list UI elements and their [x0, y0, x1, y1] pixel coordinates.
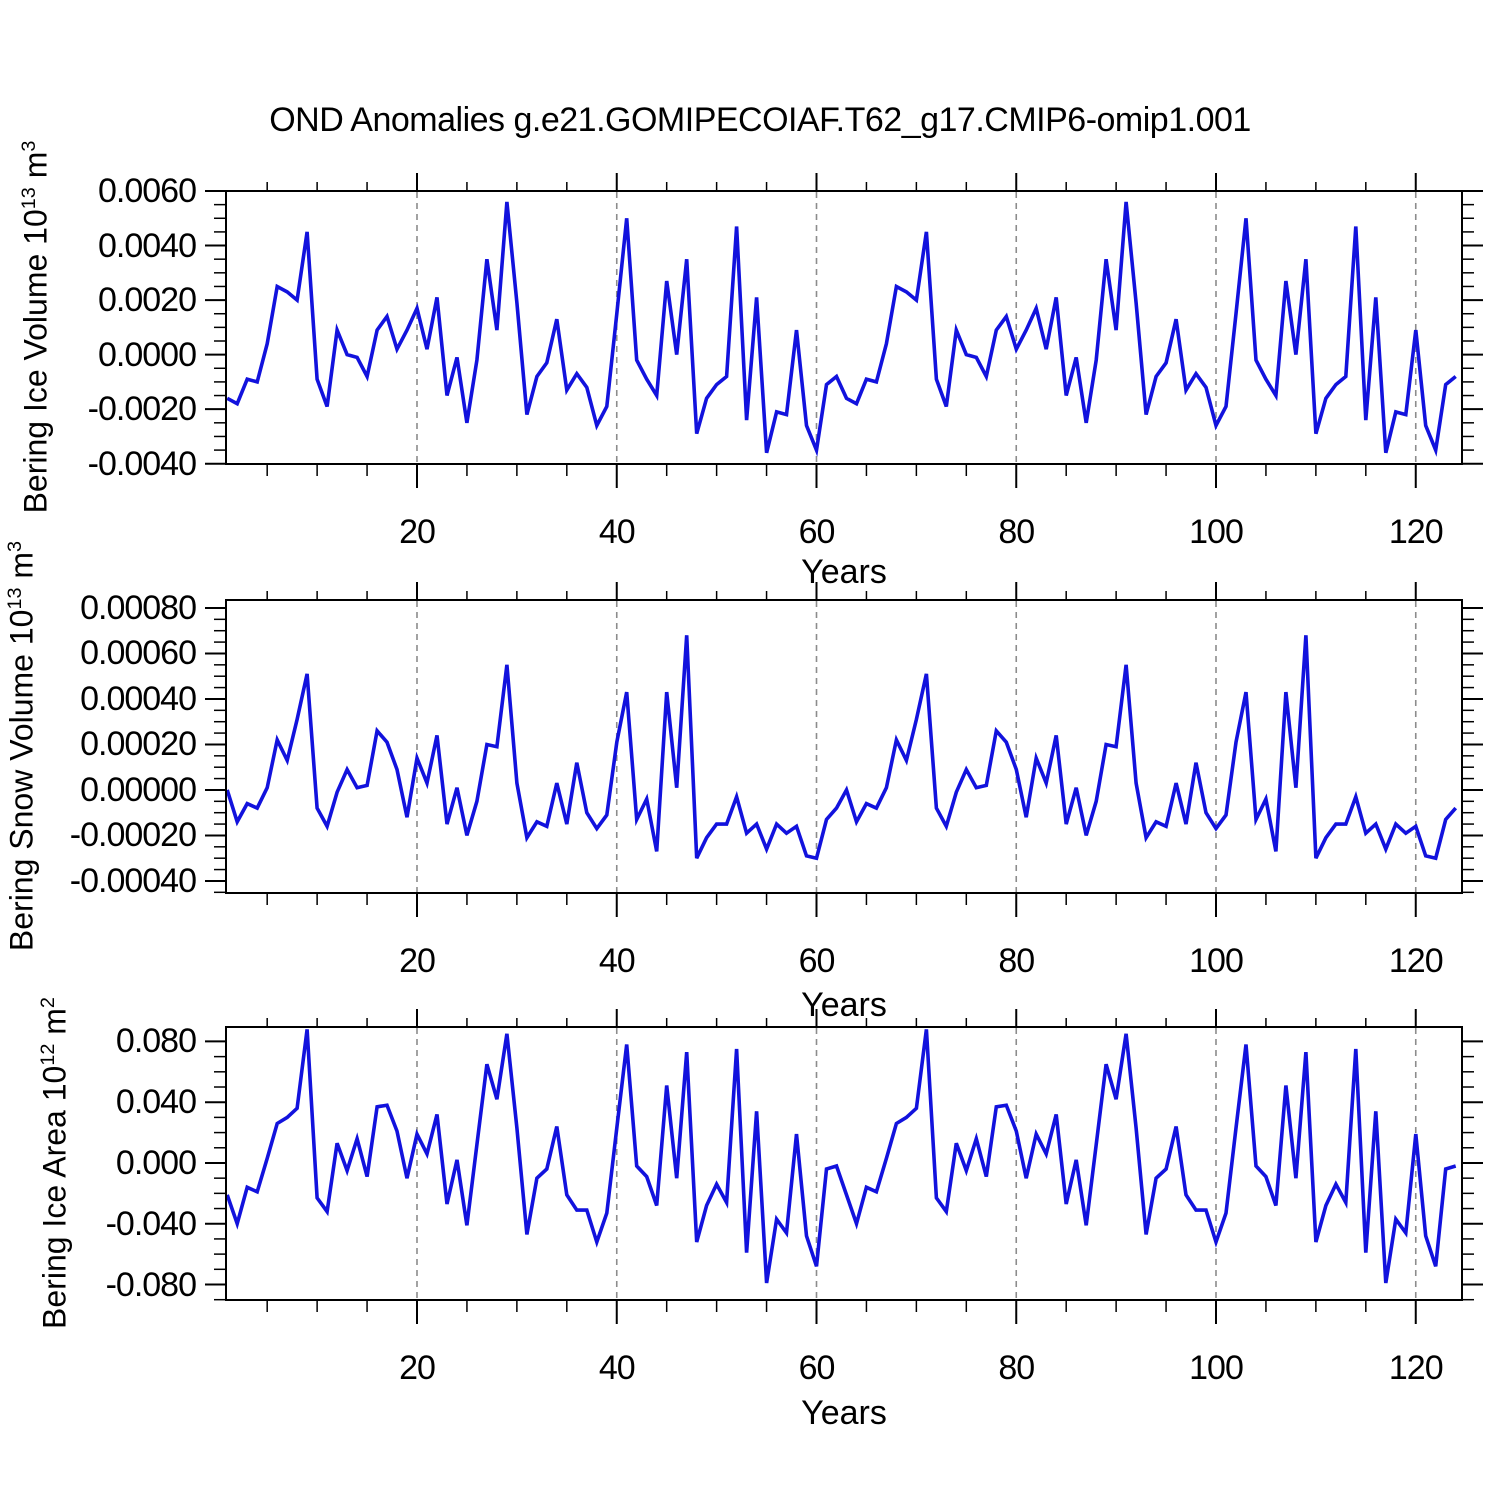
y-tick-label: 0.00060 [80, 634, 197, 673]
y-tick-label: -0.080 [105, 1265, 197, 1304]
x-tick-label: 80 [998, 942, 1035, 980]
x-tick-label: 80 [998, 1349, 1035, 1387]
y-tick-label: -0.0020 [87, 390, 197, 429]
y-tick-label: 0.0040 [98, 226, 197, 265]
y-tick-label: 0.00040 [80, 679, 197, 718]
x-tick-label: 40 [598, 513, 636, 551]
y-tick-label: -0.040 [105, 1204, 197, 1243]
y-tick-label: 0.00000 [80, 770, 197, 809]
y-tick-label: -0.0040 [87, 444, 197, 483]
data-line-bering-snow-volume [225, 635, 1458, 861]
y-tick-label: 0.000 [115, 1143, 197, 1182]
x-tick-label: 120 [1388, 513, 1444, 551]
x-axis-title-panel3: Years [801, 1394, 887, 1432]
unit-exponent: 3 [3, 540, 26, 552]
y-tick-label: 0.040 [115, 1083, 197, 1122]
page-title: OND Anomalies g.e21.GOMIPECOIAF.T62_g17.… [269, 101, 1251, 139]
data-line-bering-ice-volume [226, 201, 1457, 457]
unit-exponent: 2 [36, 997, 59, 1009]
x-tick-label: 20 [399, 513, 436, 551]
y-tick-label: 0.00080 [80, 588, 197, 627]
y-tick-label: -0.00040 [69, 861, 197, 900]
x-axis-title-panel2: Years [801, 986, 887, 1024]
panel-frame [225, 599, 1463, 894]
x-tick-label: 100 [1189, 942, 1244, 980]
x-tick-label: 100 [1189, 513, 1244, 551]
x-tick-label: 60 [798, 513, 836, 551]
x-tick-label: 60 [798, 942, 836, 980]
unit-exponent: 3 [17, 140, 40, 152]
x-tick-label: 120 [1388, 942, 1444, 980]
y-tick-label: 0.0060 [98, 172, 197, 210]
y-tick-label: 0.00020 [80, 725, 197, 764]
y-tick-label: 0.080 [115, 1022, 197, 1061]
data-line-bering-ice-area [225, 1029, 1457, 1284]
unit: m [3, 551, 40, 588]
panel-frame [225, 190, 1463, 465]
y-tick-label: 0.0020 [98, 281, 197, 320]
x-tick-label: 20 [399, 1349, 436, 1387]
x-tick-label: 120 [1388, 1349, 1444, 1387]
x-tick-label: 80 [998, 513, 1035, 551]
y-tick-label: 0.0000 [98, 335, 197, 374]
x-tick-label: 100 [1189, 1349, 1244, 1387]
x-tick-label: 20 [399, 942, 436, 980]
x-tick-label: 40 [598, 942, 636, 980]
x-tick-label: 40 [598, 1349, 636, 1387]
x-tick-label: 60 [798, 1349, 836, 1387]
x-axis-title-panel1: Years [801, 553, 887, 591]
y-tick-label: -0.00020 [69, 816, 197, 855]
